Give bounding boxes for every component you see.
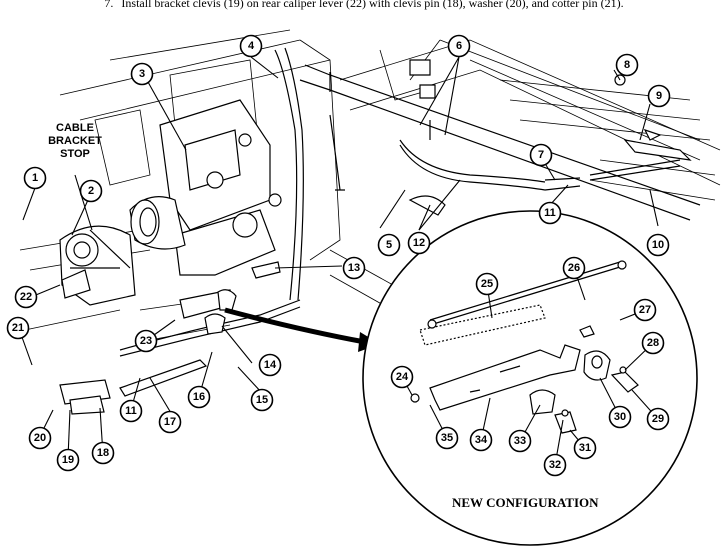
callout-30: 30	[608, 405, 632, 429]
callout-9-label: 9	[656, 90, 662, 102]
callout-11-top-label: 11	[544, 207, 556, 219]
callout-7: 7	[529, 143, 553, 167]
callout-13-label: 13	[348, 262, 360, 274]
callout-31: 31	[573, 436, 597, 460]
label-line-2: BRACKET	[48, 135, 102, 147]
callout-17: 17	[158, 410, 182, 434]
callout-8-label: 8	[624, 59, 630, 71]
callout-19: 19	[56, 448, 80, 472]
callout-9: 9	[647, 84, 671, 108]
callout-1-label: 1	[32, 172, 38, 184]
callout-7-label: 7	[538, 149, 544, 161]
callout-21: 21	[6, 316, 30, 340]
callout-16: 16	[187, 385, 211, 409]
callout-25: 25	[475, 272, 499, 296]
callout-34-label: 34	[475, 434, 488, 446]
callout-34: 34	[469, 428, 493, 452]
callout-22: 22	[14, 285, 38, 309]
instruction-number: 7.	[104, 0, 114, 10]
callout-3-label: 3	[139, 68, 145, 80]
callout-20: 20	[28, 426, 52, 450]
callout-24-label: 24	[396, 371, 409, 383]
label-line-3: STOP	[60, 148, 90, 160]
inset-parts	[410, 260, 639, 434]
callout-32: 32	[543, 453, 567, 477]
instruction-text: Install bracket clevis (19) on rear cali…	[121, 0, 624, 10]
callout-28-label: 28	[647, 337, 659, 349]
callout-26: 26	[562, 256, 586, 280]
callout-17-label: 17	[164, 416, 176, 428]
callout-35-label: 35	[441, 432, 453, 444]
inset-caption: NEW CONFIGURATION	[452, 495, 599, 510]
callout-19-label: 19	[62, 454, 74, 466]
callout-6-label: 6	[456, 40, 462, 52]
detail-arrow	[224, 307, 366, 345]
callout-10-label: 10	[652, 239, 664, 251]
label-line-1: CABLE	[56, 122, 94, 134]
callout-18: 18	[91, 441, 115, 465]
callout-29: 29	[646, 407, 670, 431]
callout-33-label: 33	[514, 435, 526, 447]
callout-29-label: 29	[652, 413, 664, 425]
callout-35: 35	[435, 426, 459, 450]
callout-32-label: 32	[549, 459, 561, 471]
callout-1: 1	[23, 166, 47, 190]
instruction-step: 7. Install bracket clevis (19) on rear ca…	[0, 0, 728, 11]
callout-23: 23	[134, 329, 158, 353]
callout-15-label: 15	[256, 394, 268, 406]
callout-14: 14	[258, 353, 282, 377]
rails-and-cables	[59, 47, 701, 415]
callout-10: 10	[646, 233, 670, 257]
callout-11-bottom: 11	[119, 399, 143, 423]
callout-27: 27	[633, 298, 657, 322]
callout-6: 6	[447, 34, 471, 58]
cable-bracket-stop-label: CABLE BRACKET STOP	[40, 122, 110, 161]
callout-26-label: 26	[568, 262, 580, 274]
callout-28: 28	[641, 331, 665, 355]
callout-14-label: 14	[264, 359, 277, 371]
callout-11-top: 11	[538, 201, 562, 225]
callout-27-label: 27	[639, 304, 651, 316]
callout-33: 33	[508, 429, 532, 453]
callout-8: 8	[615, 53, 639, 77]
callout-18-label: 18	[97, 447, 109, 459]
callout-12-label: 12	[413, 237, 425, 249]
callout-23-label: 23	[140, 335, 152, 347]
callout-11-bottom-label: 11	[125, 405, 137, 417]
callout-12: 12	[407, 231, 431, 255]
callout-13: 13	[342, 256, 366, 280]
callout-4: 4	[239, 34, 263, 58]
callout-2: 2	[79, 179, 103, 203]
callout-15: 15	[250, 388, 274, 412]
callout-22-label: 22	[20, 291, 32, 303]
callout-31-label: 31	[579, 442, 591, 454]
callout-5: 5	[377, 233, 401, 257]
callout-4-label: 4	[248, 40, 255, 52]
callout-2-label: 2	[88, 185, 94, 197]
callout-20-label: 20	[34, 432, 46, 444]
callout-5-label: 5	[386, 239, 392, 251]
callout-30-label: 30	[614, 411, 626, 423]
callout-3: 3	[130, 62, 154, 86]
callout-16-label: 16	[193, 391, 205, 403]
callout-21-label: 21	[12, 322, 24, 334]
caliper-assembly	[59, 59, 692, 335]
callout-24: 24	[390, 365, 414, 389]
callout-25-label: 25	[481, 278, 493, 290]
